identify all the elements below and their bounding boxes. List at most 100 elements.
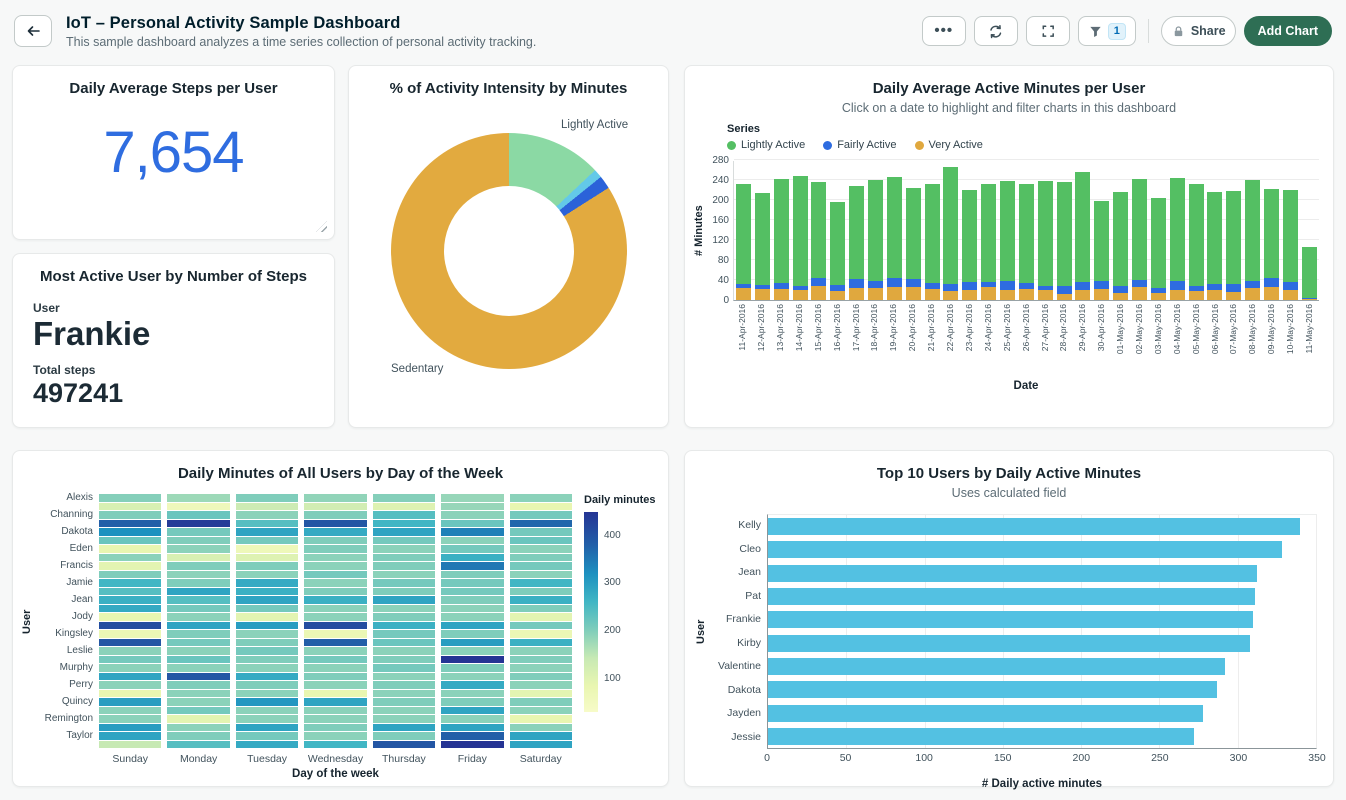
top10-bar[interactable]: [768, 541, 1282, 559]
heatmap-cell[interactable]: [441, 621, 504, 630]
heatmap-cell[interactable]: [167, 528, 230, 536]
add-chart-button[interactable]: Add Chart: [1243, 16, 1332, 46]
heatmap-cell[interactable]: [99, 511, 162, 519]
heatmap-cell[interactable]: [304, 715, 367, 723]
heatmap-cell[interactable]: [99, 596, 162, 604]
heatmap-cell[interactable]: [441, 536, 504, 545]
heatmap-cell[interactable]: [235, 604, 299, 613]
heatmap-cell[interactable]: [304, 613, 367, 621]
heatmap-cell[interactable]: [167, 570, 230, 579]
heatmap-cell[interactable]: [509, 511, 572, 519]
top10-bar[interactable]: [768, 611, 1254, 629]
heatmap-cell[interactable]: [167, 672, 230, 681]
stacked-bar[interactable]: [1226, 190, 1242, 300]
heatmap-cell[interactable]: [235, 655, 299, 664]
heatmap-cell[interactable]: [99, 647, 162, 655]
heatmap-cell[interactable]: [99, 528, 162, 536]
heatmap-cell[interactable]: [99, 613, 162, 621]
heatmap-cell[interactable]: [235, 570, 299, 579]
heatmap-cell[interactable]: [99, 562, 162, 570]
heatmap-cell[interactable]: [167, 698, 230, 706]
heatmap-cell[interactable]: [441, 613, 504, 621]
heatmap-cell[interactable]: [304, 698, 367, 706]
heatmap-cell[interactable]: [372, 570, 436, 579]
heatmap-cell[interactable]: [509, 519, 572, 528]
heatmap-cell[interactable]: [235, 511, 299, 519]
heatmap-cell[interactable]: [167, 664, 230, 672]
heatmap-cell[interactable]: [509, 621, 572, 630]
heatmap-cell[interactable]: [441, 570, 504, 579]
heatmap-cell[interactable]: [235, 740, 299, 749]
heatmap-cell[interactable]: [235, 706, 299, 715]
legend-item-fairly-active[interactable]: Fairly Active: [823, 139, 897, 151]
heatmap-cell[interactable]: [304, 723, 367, 732]
stacked-bar[interactable]: [1282, 190, 1298, 300]
heatmap-cell[interactable]: [372, 706, 436, 715]
heatmap-cell[interactable]: [235, 579, 299, 587]
heatmap-cell[interactable]: [167, 604, 230, 613]
heatmap-cell[interactable]: [372, 502, 436, 511]
heatmap-cell[interactable]: [235, 528, 299, 536]
heatmap-cell[interactable]: [372, 519, 436, 528]
stacked-bar[interactable]: [1075, 172, 1091, 300]
heatmap-cell[interactable]: [372, 664, 436, 672]
heatmap-cell[interactable]: [167, 621, 230, 630]
stacked-bar[interactable]: [1264, 189, 1280, 300]
heatmap-cell[interactable]: [304, 579, 367, 587]
stacked-bar[interactable]: [868, 180, 884, 300]
heatmap-cell[interactable]: [441, 587, 504, 596]
heatmap-cell[interactable]: [167, 562, 230, 570]
stacked-bar[interactable]: [1301, 247, 1317, 300]
stacked-bar[interactable]: [924, 183, 940, 300]
heatmap-cell[interactable]: [441, 519, 504, 528]
heatmap-cell[interactable]: [509, 587, 572, 596]
heatmap-cell[interactable]: [441, 672, 504, 681]
heatmap-cell[interactable]: [167, 732, 230, 740]
heatmap-cell[interactable]: [509, 655, 572, 664]
heatmap-cell[interactable]: [99, 570, 162, 579]
heatmap-cell[interactable]: [99, 621, 162, 630]
heatmap-cell[interactable]: [372, 613, 436, 621]
heatmap-cell[interactable]: [235, 613, 299, 621]
heatmap-cell[interactable]: [372, 698, 436, 706]
heatmap-cell[interactable]: [235, 638, 299, 647]
heatmap-cell[interactable]: [304, 562, 367, 570]
heatmap-cell[interactable]: [509, 596, 572, 604]
heatmap-cell[interactable]: [441, 494, 504, 502]
heatmap-cell[interactable]: [235, 647, 299, 655]
heatmap-cell[interactable]: [372, 553, 436, 562]
heatmap-cell[interactable]: [441, 528, 504, 536]
heatmap-cell[interactable]: [235, 664, 299, 672]
stacked-bar[interactable]: [1037, 180, 1053, 300]
heatmap-cell[interactable]: [167, 723, 230, 732]
heatmap-cell[interactable]: [304, 740, 367, 749]
heatmap-cell[interactable]: [441, 698, 504, 706]
heatmap-cell[interactable]: [304, 511, 367, 519]
heatmap-cell[interactable]: [167, 613, 230, 621]
heatmap-cell[interactable]: [99, 672, 162, 681]
heatmap-cell[interactable]: [99, 740, 162, 749]
heatmap-cell[interactable]: [304, 621, 367, 630]
heatmap-cell[interactable]: [441, 655, 504, 664]
heatmap-cell[interactable]: [509, 638, 572, 647]
heatmap-cell[interactable]: [372, 579, 436, 587]
heatmap-cell[interactable]: [167, 579, 230, 587]
stacked-bar[interactable]: [736, 184, 751, 300]
heatmap-cell[interactable]: [509, 545, 572, 553]
heatmap-cell[interactable]: [441, 740, 504, 749]
filter-button[interactable]: 1: [1077, 16, 1136, 46]
fullscreen-button[interactable]: [1025, 16, 1070, 46]
heatmap-cell[interactable]: [235, 672, 299, 681]
heatmap-cell[interactable]: [167, 553, 230, 562]
heatmap-cell[interactable]: [509, 570, 572, 579]
heatmap-cell[interactable]: [441, 681, 504, 689]
heatmap-cell[interactable]: [167, 638, 230, 647]
heatmap-cell[interactable]: [99, 689, 162, 698]
heatmap-cell[interactable]: [235, 630, 299, 638]
heatmap-cell[interactable]: [167, 715, 230, 723]
heatmap-cell[interactable]: [441, 715, 504, 723]
heatmap-cell[interactable]: [509, 502, 572, 511]
stacked-bar[interactable]: [792, 176, 808, 300]
more-options-button[interactable]: •••: [921, 16, 966, 46]
heatmap-cell[interactable]: [99, 655, 162, 664]
